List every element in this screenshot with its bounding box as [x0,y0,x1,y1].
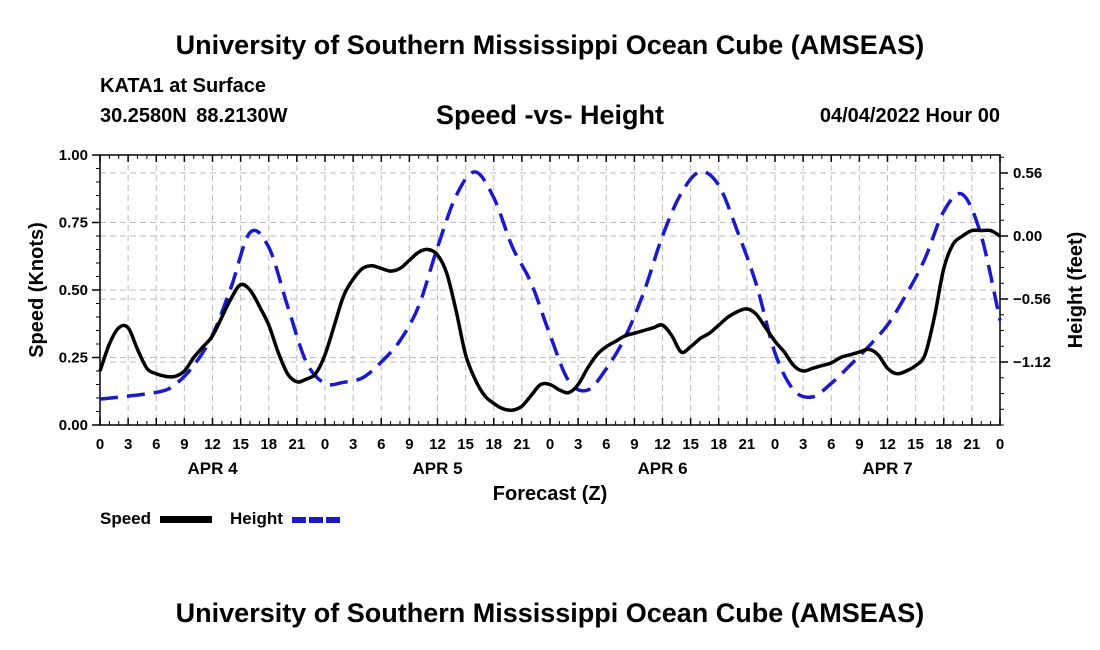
y-tick-label: 1.00 [59,147,88,164]
x-tick-label: 0 [321,436,329,453]
x-tick-label: 21 [964,436,981,453]
x-tick-label: 9 [855,436,863,453]
station-coordinates: 30.2580N 88.2130W [100,105,288,127]
x-tick-label: 21 [514,436,531,453]
x-tick-label: 15 [457,436,474,453]
x-tick-label: 3 [124,436,132,453]
chart-subtitle: Speed -vs- Height [435,100,665,130]
speed-legend-label: Speed [100,509,152,528]
x-tick-label: 18 [260,436,277,453]
x-tick-label: 15 [682,436,699,453]
y-axis-label: Speed (Knots) [26,222,48,358]
x-tick-label: 0 [546,436,554,453]
y-tick-label: 0.50 [59,282,88,299]
x-tick-label: 6 [602,436,610,453]
x-tick-label: 6 [827,436,835,453]
x-tick-label: 9 [405,436,413,453]
y2-tick-label: 0.56 [1013,165,1042,182]
x-tick-label: 9 [630,436,638,453]
y-tick-label: 0.75 [59,215,88,232]
x-axis-label: Forecast (Z) [493,483,607,505]
x-tick-label: 3 [574,436,582,453]
x-tick-label: 18 [485,436,502,453]
x-tick-label: 0 [996,436,1004,453]
grid [100,155,1000,425]
y-tick-label: 0.25 [59,350,88,367]
y2-tick-label: −0.56 [1013,291,1051,308]
station-name: KATA1 at Surface [100,75,266,97]
y2-axis-label: Height (feet) [1065,232,1087,349]
x-tick-label: 9 [180,436,188,453]
day-label: APR 7 [862,459,912,478]
x-tick-label: 18 [710,436,727,453]
x-tick-label: 21 [739,436,756,453]
x-tick-label: 18 [935,436,952,453]
x-tick-label: 12 [429,436,446,453]
x-tick-label: 12 [204,436,221,453]
speed-legend-swatch [160,516,212,523]
x-tick-label: 12 [654,436,671,453]
footer-title: University of Southern Mississippi Ocean… [175,598,925,628]
x-tick-label: 15 [232,436,249,453]
x-tick-label: 6 [152,436,160,453]
x-tick-label: 0 [96,436,104,453]
x-tick-label: 12 [879,436,896,453]
y-tick-label: 0.00 [59,417,88,434]
day-label: APR 5 [412,459,462,478]
height-legend-label: Height [230,509,283,528]
y2-tick-label: −1.12 [1013,354,1051,371]
day-label: APR 4 [187,459,238,478]
axes: 0 3 6 9 12 15 18 21 0 3 6 9 12 15 18 21 0 3 6 9 12 15 18 21 0 3 6 9… [59,147,1051,478]
x-tick-label: 6 [377,436,385,453]
y2-tick-label: 0.00 [1013,228,1042,245]
day-label: APR 6 [637,459,687,478]
x-tick-label: 21 [289,436,306,453]
x-tick-label: 15 [907,436,924,453]
x-tick-label: 3 [799,436,807,453]
speed-series-line [98,228,1001,413]
chart-title: University of Southern Mississippi Ocean… [175,30,925,60]
forecast-datetime: 04/04/2022 Hour 00 [819,105,1000,127]
x-tick-label: 0 [771,436,779,453]
x-tick-label: 3 [349,436,357,453]
